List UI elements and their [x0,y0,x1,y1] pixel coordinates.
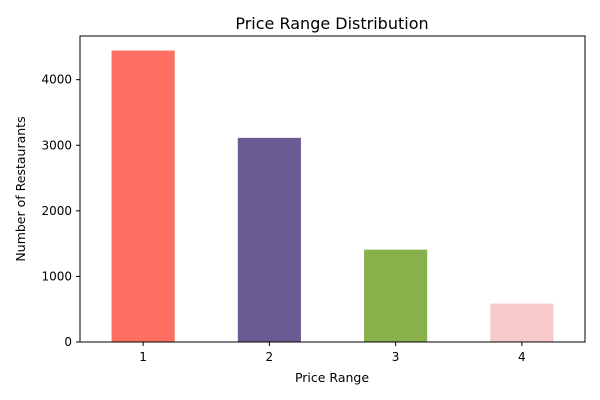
x-tick-label: 3 [392,350,400,364]
x-tick-label: 4 [518,350,526,364]
x-axis-ticks: 1 2 3 4 [139,342,526,364]
y-axis-label: Number of Restaurants [13,116,28,261]
x-axis-label: Price Range [295,370,369,385]
y-tick-label: 0 [64,335,72,349]
plot-frame [79,35,586,343]
y-tick-label: 3000 [41,138,72,152]
bars-group [111,50,554,343]
y-tick-label: 1000 [41,269,72,283]
y-tick-label: 2000 [41,204,72,218]
bar-3 [364,249,428,342]
chart-title: Price Range Distribution [235,14,428,33]
bar-4 [490,303,554,342]
bar-1 [111,50,175,343]
x-tick-label: 2 [266,350,274,364]
y-axis-ticks: 0 1000 2000 3000 4000 [41,73,80,349]
y-tick-label: 4000 [41,73,72,87]
bar-2 [237,137,301,342]
x-tick-label: 1 [139,350,147,364]
